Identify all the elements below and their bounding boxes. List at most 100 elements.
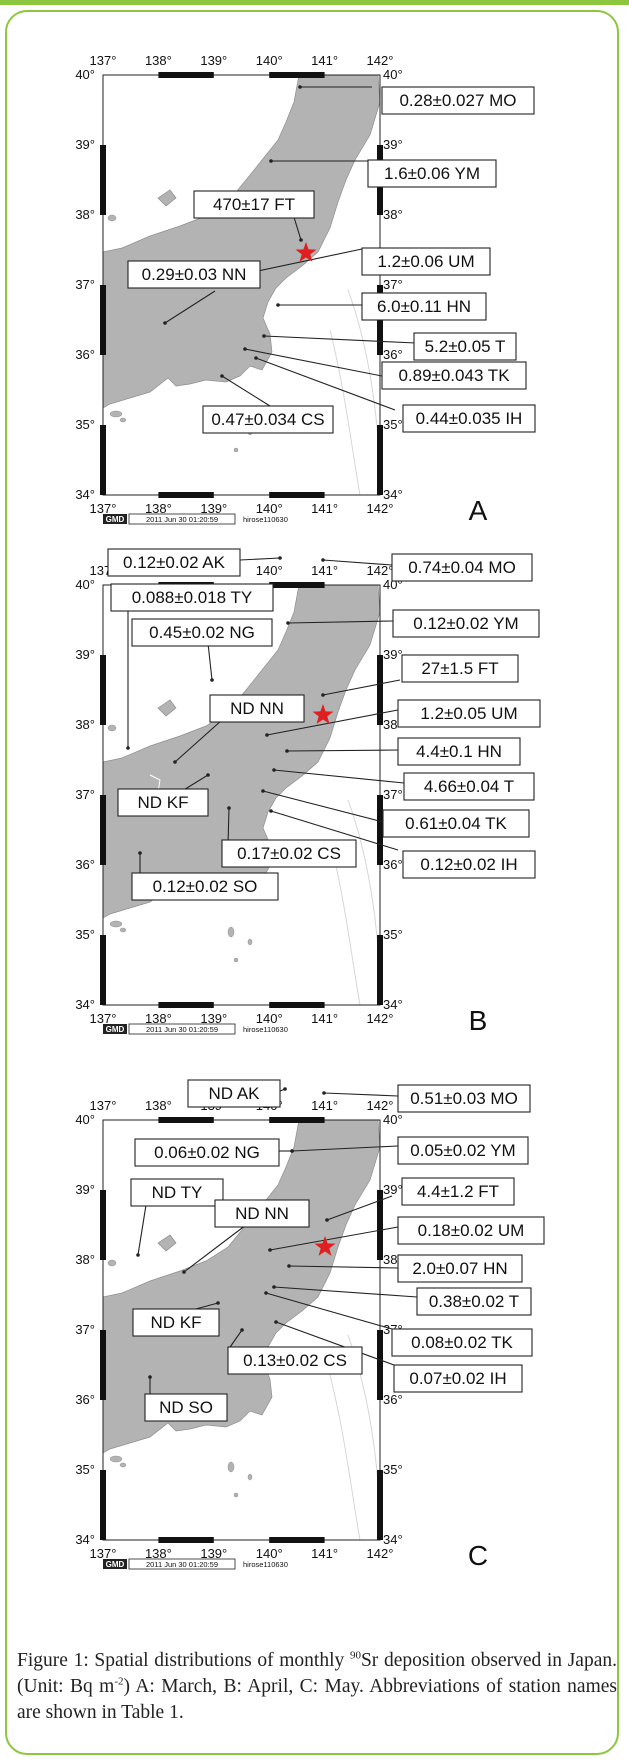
right-axis-label: 39°	[383, 647, 403, 662]
station-label-box	[397, 1216, 545, 1245]
station-dot	[227, 806, 231, 810]
left-axis-label: 36°	[75, 347, 95, 362]
station-label-box	[397, 737, 521, 766]
leader-line	[273, 769, 405, 784]
station-dot	[269, 809, 273, 813]
station-dot	[262, 334, 266, 338]
right-axis-label: 37°	[383, 787, 403, 802]
station-dot	[325, 1218, 329, 1222]
bottom-axis-label: 138°	[145, 501, 172, 516]
panel-letter: C	[468, 1540, 488, 1571]
station-label: 1.2±0.06 UM	[377, 252, 474, 271]
leader-line	[265, 1292, 393, 1330]
leader-line	[266, 709, 399, 736]
left-axis-label: 38°	[75, 207, 95, 222]
station-dot	[278, 556, 282, 560]
gmd-logo	[103, 1024, 127, 1034]
left-axis-label: 39°	[75, 647, 95, 662]
frame-bar	[100, 425, 106, 495]
station-label: 0.08±0.02 TK	[411, 1333, 513, 1352]
land-mass	[103, 1120, 380, 1454]
right-axis-label: 34°	[383, 997, 403, 1012]
top-axis-label: 137°	[90, 53, 117, 68]
right-axis-label: 35°	[383, 927, 403, 942]
station-label-box	[221, 839, 357, 868]
station-label: 1.6±0.06 YM	[384, 164, 480, 183]
station-dot	[264, 1291, 268, 1295]
frame-bar	[158, 72, 214, 78]
station-label-box	[132, 1308, 220, 1337]
small-island	[107, 1259, 117, 1267]
station-label-box	[401, 654, 519, 683]
stamp-user: hirose110630	[243, 1025, 288, 1034]
frame-bar	[100, 1330, 106, 1400]
left-axis-label: 34°	[75, 1532, 95, 1547]
station-label-box	[361, 292, 487, 321]
star-icon	[312, 704, 334, 724]
leader-line	[323, 1092, 399, 1097]
map-panel-a: 137° 138° 139° 140° 141° 142° 137° 138° 139° 140°…	[75, 53, 536, 526]
station-label-box	[391, 553, 533, 582]
right-axis-label: 37°	[383, 277, 403, 292]
bottom-axis-label: 137°	[90, 501, 117, 516]
gmd-logo	[103, 514, 127, 524]
station-label-box	[397, 1136, 529, 1165]
station-label: ND KF	[151, 1313, 202, 1332]
leader-line	[164, 290, 216, 324]
star-icon	[295, 242, 317, 262]
frame-bar	[377, 935, 383, 1005]
station-label: 6.0±0.11 HN	[377, 297, 471, 316]
top-axis-label: 140°	[256, 53, 283, 68]
small-island	[119, 1462, 127, 1468]
station-label: ND NN	[235, 1204, 289, 1223]
station-dot	[298, 85, 302, 89]
bottom-axis-label: 142°	[367, 1011, 394, 1026]
station-label: 0.17±0.02 CS	[237, 844, 341, 863]
caption-figure-label: Figure 1:	[17, 1650, 89, 1671]
station-label: ND AK	[208, 1084, 260, 1103]
frame-bar	[377, 655, 383, 725]
station-dot	[182, 1270, 186, 1274]
frame-bar	[269, 1537, 325, 1543]
left-axis-label: 37°	[75, 277, 95, 292]
station-label: 470±17 FT	[213, 195, 295, 214]
leader-line	[270, 810, 399, 851]
leader-line	[221, 375, 271, 407]
left-axis-label: 38°	[75, 1252, 95, 1267]
station-label-box	[361, 247, 491, 276]
small-island	[233, 957, 239, 963]
bottom-axis-label: 142°	[367, 1546, 394, 1561]
station-dot	[269, 159, 273, 163]
leader-line	[255, 357, 396, 411]
right-axis-label: 36°	[383, 1392, 403, 1407]
small-island	[107, 214, 117, 222]
frame-bar	[100, 1190, 106, 1260]
right-axis-label: 39°	[383, 137, 403, 152]
small-island	[107, 724, 117, 732]
station-label: 0.47±0.034 CS	[211, 410, 324, 429]
right-axis-label: 36°	[383, 857, 403, 872]
gmd-logo-text: GMD	[106, 1560, 125, 1569]
left-axis-label: 37°	[75, 787, 95, 802]
right-axis-label: 40°	[383, 67, 403, 82]
frame-bar	[100, 935, 106, 1005]
top-axis-label: 141°	[311, 563, 338, 578]
station-label-box	[413, 332, 517, 361]
bottom-axis-label: 140°	[256, 501, 283, 516]
leader-line	[291, 1145, 399, 1152]
bottom-axis-label: 140°	[256, 1011, 283, 1026]
station-label: 0.38±0.02 T	[429, 1292, 519, 1311]
frame-bar	[269, 72, 325, 78]
frame-bar	[377, 1470, 383, 1540]
station-label-box	[193, 190, 315, 219]
station-dot	[322, 1091, 326, 1095]
small-island	[247, 938, 253, 946]
top-axis-label: 140°	[256, 563, 283, 578]
map-panel-b: 137°138°139°140°141°142°137°138°139°140°…	[75, 548, 541, 1036]
station-dot	[272, 1285, 276, 1289]
leader-line	[239, 557, 281, 561]
left-axis-label: 35°	[75, 927, 95, 942]
station-label: 0.12±0.02 IH	[420, 855, 517, 874]
left-axis-label: 35°	[75, 417, 95, 432]
station-dot	[254, 356, 258, 360]
